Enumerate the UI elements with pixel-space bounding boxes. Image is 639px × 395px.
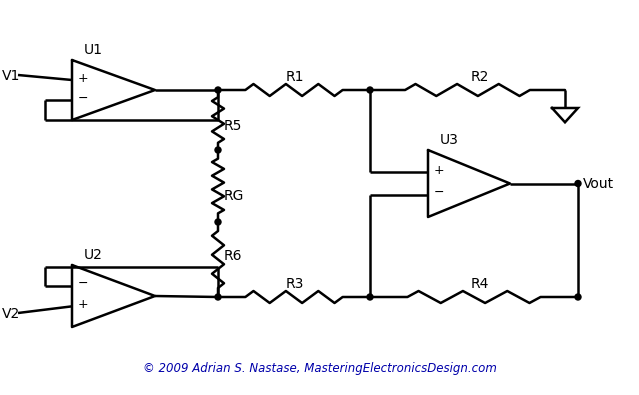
Text: RG: RG — [224, 189, 244, 203]
Circle shape — [367, 87, 373, 93]
Text: R1: R1 — [286, 70, 304, 84]
Circle shape — [367, 294, 373, 300]
Text: R3: R3 — [286, 277, 304, 291]
Circle shape — [215, 219, 221, 225]
Text: R6: R6 — [224, 249, 242, 263]
Circle shape — [215, 294, 221, 300]
Circle shape — [215, 87, 221, 93]
Text: U3: U3 — [440, 133, 459, 147]
Text: U2: U2 — [84, 248, 103, 262]
Text: +: + — [78, 71, 89, 85]
Text: R2: R2 — [471, 70, 489, 84]
Text: −: − — [434, 186, 445, 199]
Text: © 2009 Adrian S. Nastase, MasteringElectronicsDesign.com: © 2009 Adrian S. Nastase, MasteringElect… — [143, 362, 497, 375]
Circle shape — [575, 294, 581, 300]
Text: −: − — [78, 277, 88, 290]
Circle shape — [215, 147, 221, 153]
Text: R4: R4 — [471, 277, 489, 291]
Text: R5: R5 — [224, 119, 242, 133]
Text: −: − — [78, 92, 88, 105]
Circle shape — [575, 181, 581, 186]
Text: Vout: Vout — [583, 177, 614, 192]
Text: V2: V2 — [2, 307, 20, 321]
Text: +: + — [434, 164, 445, 177]
Text: U1: U1 — [84, 43, 103, 57]
Text: V1: V1 — [2, 69, 20, 83]
Text: +: + — [78, 298, 89, 311]
